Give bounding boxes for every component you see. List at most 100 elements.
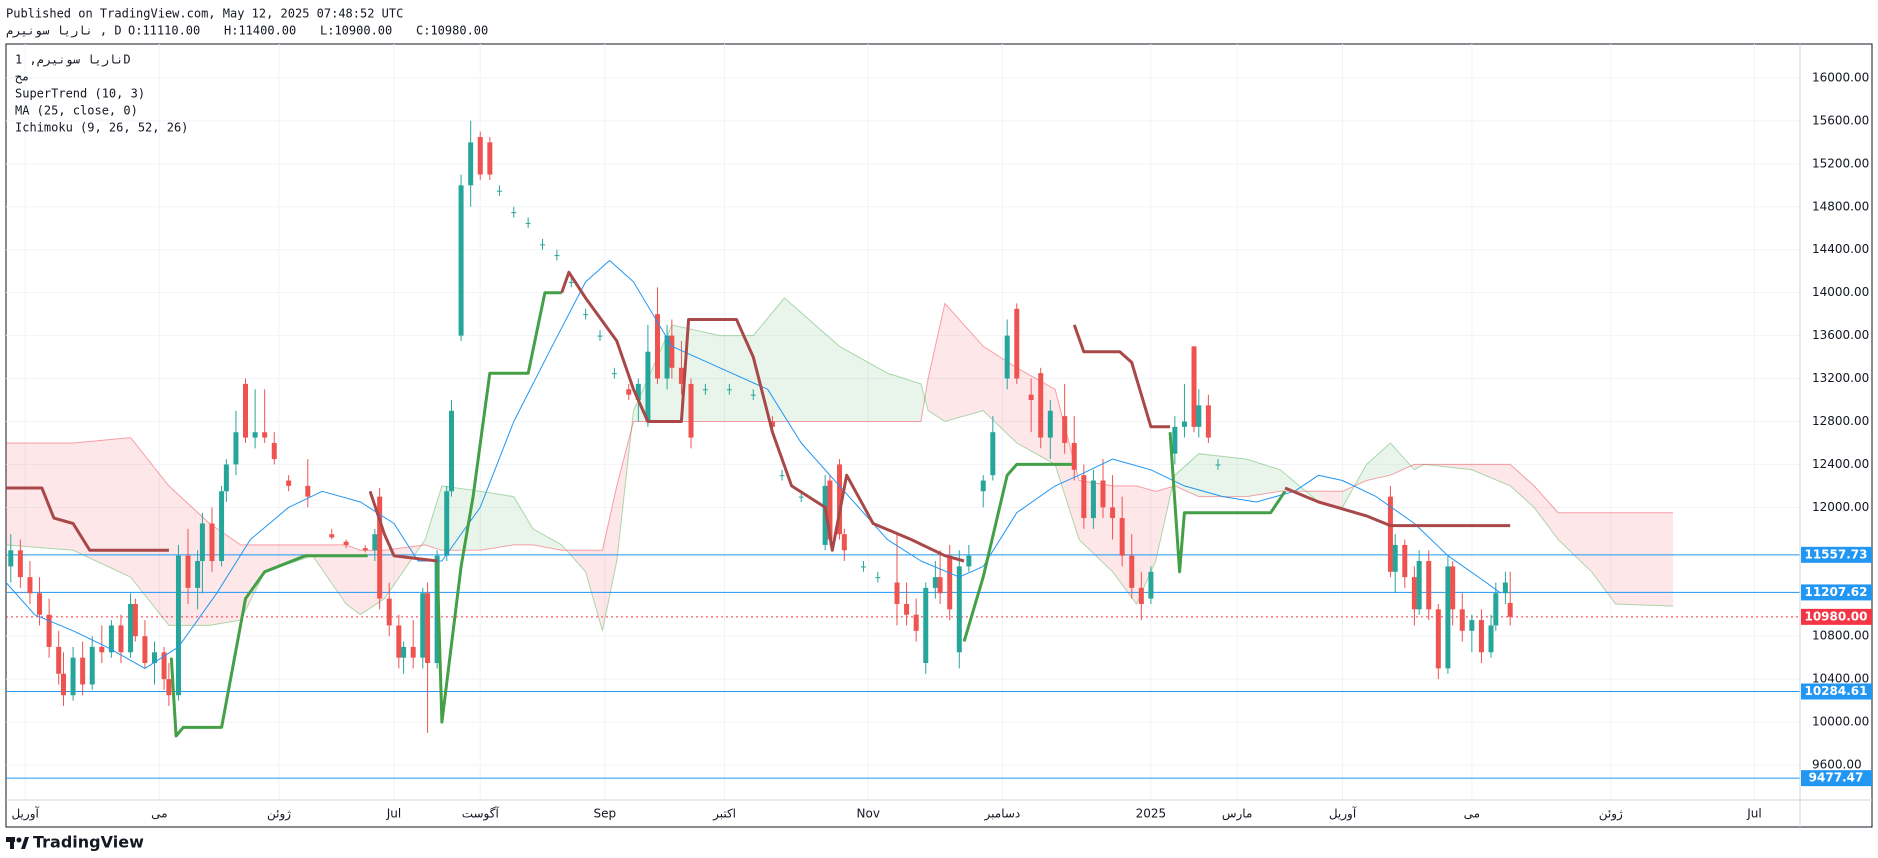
candle-body xyxy=(396,625,402,658)
candle-body xyxy=(956,566,962,653)
y-tick-label: 14800.00 xyxy=(1812,199,1869,213)
cloud-segment xyxy=(1155,475,1175,562)
candle-body xyxy=(1488,625,1494,653)
legend-entry: مح xyxy=(15,70,29,84)
candle-body xyxy=(1392,544,1398,572)
legend-entry: Ichimoku (9, 26, 52, 26) xyxy=(15,121,188,135)
candle-body xyxy=(425,593,431,664)
logo-text: TradingView xyxy=(33,833,144,852)
candle-body xyxy=(923,587,929,664)
candle-body xyxy=(554,255,560,257)
logo: TradingView xyxy=(6,833,144,852)
candle-body xyxy=(80,657,86,685)
candle-body xyxy=(678,367,684,384)
candle-body xyxy=(540,244,546,246)
candle-body xyxy=(132,603,138,637)
candle-body xyxy=(8,550,14,567)
cloud-segment xyxy=(312,544,347,604)
published-note: Published on TradingView.com, May 12, 20… xyxy=(6,7,403,21)
y-tick-label: 15200.00 xyxy=(1812,156,1869,170)
cloud-segment xyxy=(920,378,929,422)
candle-body xyxy=(118,625,124,653)
indicator-line xyxy=(169,291,1287,738)
candle-body xyxy=(1493,593,1499,626)
x-tick-label: ژوئن xyxy=(1599,807,1623,822)
cloud-segment xyxy=(240,544,265,621)
candle-body xyxy=(286,480,292,486)
y-tick-label: 13600.00 xyxy=(1812,328,1869,342)
price-label-box xyxy=(1801,584,1872,601)
candle-body xyxy=(56,646,62,674)
x-tick-label: می xyxy=(151,807,167,821)
y-tick-label: 12400.00 xyxy=(1812,457,1869,471)
candle-body xyxy=(1502,582,1508,594)
candle-body xyxy=(966,555,972,567)
candle-body xyxy=(372,534,378,551)
cloud-segment xyxy=(130,437,169,626)
cloud-segment xyxy=(928,303,945,422)
candle-body xyxy=(27,577,33,594)
candle-body xyxy=(841,534,847,551)
candle-body xyxy=(1081,475,1087,519)
ohlc-value: H:11400.00 xyxy=(224,24,296,38)
y-tick-label: 10000.00 xyxy=(1812,715,1869,729)
candle-body xyxy=(798,496,804,498)
y-tick-label: 15600.00 xyxy=(1812,113,1869,127)
candle-body xyxy=(420,593,426,658)
candle-body xyxy=(947,555,953,610)
cloud-segment xyxy=(209,523,241,626)
candle-body xyxy=(1172,426,1178,454)
y-tick-label: 10400.00 xyxy=(1812,672,1869,686)
cloud-segment xyxy=(1174,453,1199,497)
candle-body xyxy=(46,614,52,647)
candle-body xyxy=(1014,308,1020,379)
candle-body xyxy=(37,593,43,615)
symbol-line: ناریا سونیرم , D O:11110.00 H:11400.00 L:10… xyxy=(6,24,488,39)
logo-mark xyxy=(16,837,22,843)
price-label-box xyxy=(1801,546,1872,563)
candle-body xyxy=(468,142,474,186)
candle-body xyxy=(1205,405,1211,438)
candle-body xyxy=(487,142,493,175)
ohlc-value: C:10980.00 xyxy=(416,24,488,38)
candle-body xyxy=(1148,571,1154,599)
cloud-segment xyxy=(1471,464,1511,486)
candle-body xyxy=(1100,480,1106,508)
candle-body xyxy=(913,614,919,631)
candle-body xyxy=(1402,544,1408,578)
cloud-segment xyxy=(513,496,533,545)
candle-body xyxy=(1119,518,1125,556)
y-tick-label: 16000.00 xyxy=(1812,70,1869,84)
candle-body xyxy=(329,534,335,538)
cloud-segment xyxy=(719,335,754,422)
candle-body xyxy=(990,432,996,476)
candle-body xyxy=(262,432,268,438)
candle-body xyxy=(252,432,258,438)
x-tick-label: Jul xyxy=(386,807,401,821)
candle-body xyxy=(1459,609,1465,631)
cloud-segment xyxy=(585,550,603,631)
candle-body xyxy=(1129,555,1135,588)
candle-body xyxy=(511,212,517,214)
candle-body xyxy=(458,185,464,336)
candle-body xyxy=(219,491,225,562)
candle-body xyxy=(305,485,311,497)
candle-body xyxy=(1071,442,1077,470)
candle-body xyxy=(175,555,181,696)
cloud-segment xyxy=(633,324,672,422)
candle-body xyxy=(386,598,392,626)
y-tick-label: 12000.00 xyxy=(1812,500,1869,514)
candle-body xyxy=(89,646,95,685)
candle-body xyxy=(937,577,943,594)
candle-body xyxy=(932,577,938,588)
cloud-segment xyxy=(784,298,840,422)
candle-body xyxy=(223,464,229,492)
candle-body xyxy=(128,603,134,653)
cloud-segment xyxy=(1591,512,1616,604)
candle-body xyxy=(1196,405,1202,427)
candle-body xyxy=(410,646,416,658)
price-label: 10980.00 xyxy=(1804,609,1867,623)
candle-body xyxy=(837,464,843,535)
ohlc-value: O:11110.00 xyxy=(128,24,200,38)
price-label-box xyxy=(1801,683,1872,700)
